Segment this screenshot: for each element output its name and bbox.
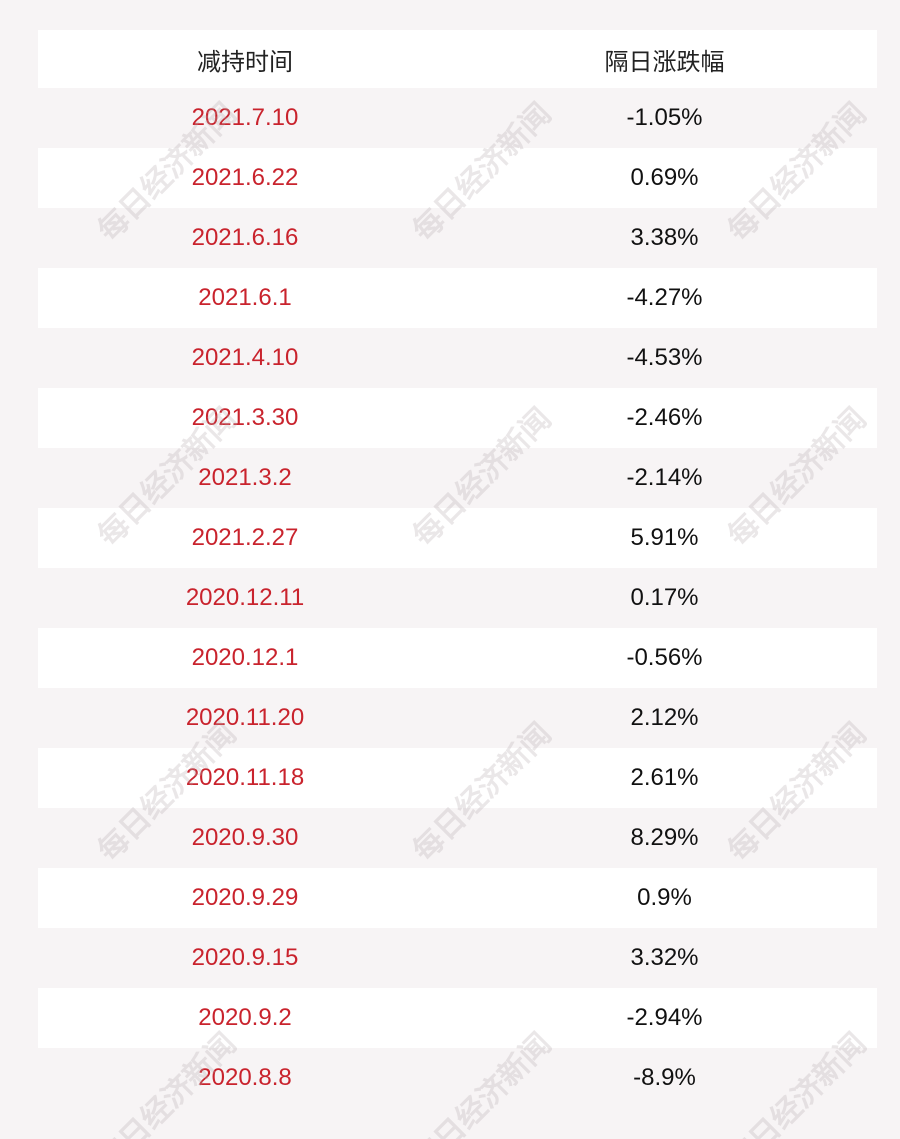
change-cell: 3.32% — [630, 944, 699, 971]
change-cell: -8.9% — [633, 1064, 696, 1091]
change-cell: -0.56% — [626, 644, 703, 671]
date-cell: 2021.3.30 — [191, 404, 299, 431]
table-row: 2020.8.8 -8.9% — [38, 1048, 877, 1108]
change-cell: 5.91% — [630, 524, 699, 551]
table-row: 2021.3.2 -2.14% — [38, 448, 877, 508]
date-cell: 2021.3.2 — [198, 464, 292, 491]
date-cell: 2020.9.30 — [191, 824, 299, 851]
change-cell: 2.61% — [630, 764, 699, 791]
table-row: 2021.2.27 5.91% — [38, 508, 877, 568]
table: 减持时间 隔日涨跌幅 2021.7.10 -1.05% 2021.6.22 0.69% 20… — [38, 30, 877, 1108]
table-row: 2020.9.29 0.9% — [38, 868, 877, 928]
table-row: 2020.11.20 2.12% — [38, 688, 877, 748]
change-cell: 0.9% — [637, 884, 692, 911]
date-cell: 2021.6.16 — [191, 224, 299, 251]
change-cell: -2.14% — [626, 464, 703, 491]
table-row: 2021.7.10 -1.05% — [38, 88, 877, 148]
change-cell: -2.94% — [626, 1004, 703, 1031]
date-cell: 2020.8.8 — [198, 1064, 292, 1091]
table-row: 2020.12.11 0.17% — [38, 568, 877, 628]
header-cell: 隔日涨跌幅 — [604, 48, 725, 76]
date-cell: 2021.7.10 — [191, 104, 299, 131]
date-cell: 2020.9.29 — [191, 884, 299, 911]
date-cell: 2020.12.11 — [185, 584, 305, 611]
date-cell: 2020.11.20 — [185, 704, 305, 731]
table-row: 2021.6.22 0.69% — [38, 148, 877, 208]
date-cell: 2021.6.1 — [198, 284, 292, 311]
date-cell: 2020.9.2 — [198, 1004, 292, 1031]
table-row: 2021.6.1 -4.27% — [38, 268, 877, 328]
date-cell: 2020.12.1 — [191, 644, 299, 671]
change-cell: 0.69% — [630, 164, 699, 191]
change-cell: -4.53% — [626, 344, 703, 371]
change-cell: 0.17% — [630, 584, 699, 611]
table-row: 2020.11.18 2.61% — [38, 748, 877, 808]
table-row: 2020.9.15 3.32% — [38, 928, 877, 988]
table-row: 2021.4.10 -4.53% — [38, 328, 877, 388]
change-cell: -2.46% — [626, 404, 703, 431]
change-cell: -1.05% — [626, 104, 703, 131]
change-cell: 2.12% — [630, 704, 699, 731]
change-cell: -4.27% — [626, 284, 703, 311]
table-row: 2020.9.2 -2.94% — [38, 988, 877, 1048]
date-cell: 2020.9.15 — [191, 944, 299, 971]
date-cell: 2020.11.18 — [185, 764, 305, 791]
header-cell: 减持时间 — [197, 48, 293, 76]
table-row: 2021.3.30 -2.46% — [38, 388, 877, 448]
change-cell: 8.29% — [630, 824, 699, 851]
date-cell: 2021.6.22 — [191, 164, 299, 191]
header-row: 减持时间 隔日涨跌幅 — [38, 30, 877, 88]
date-cell: 2021.2.27 — [191, 524, 299, 551]
change-cell: 3.38% — [630, 224, 699, 251]
table-row: 2020.12.1 -0.56% — [38, 628, 877, 688]
table-row: 2021.6.16 3.38% — [38, 208, 877, 268]
table-row: 2020.9.30 8.29% — [38, 808, 877, 868]
date-cell: 2021.4.10 — [191, 344, 299, 371]
